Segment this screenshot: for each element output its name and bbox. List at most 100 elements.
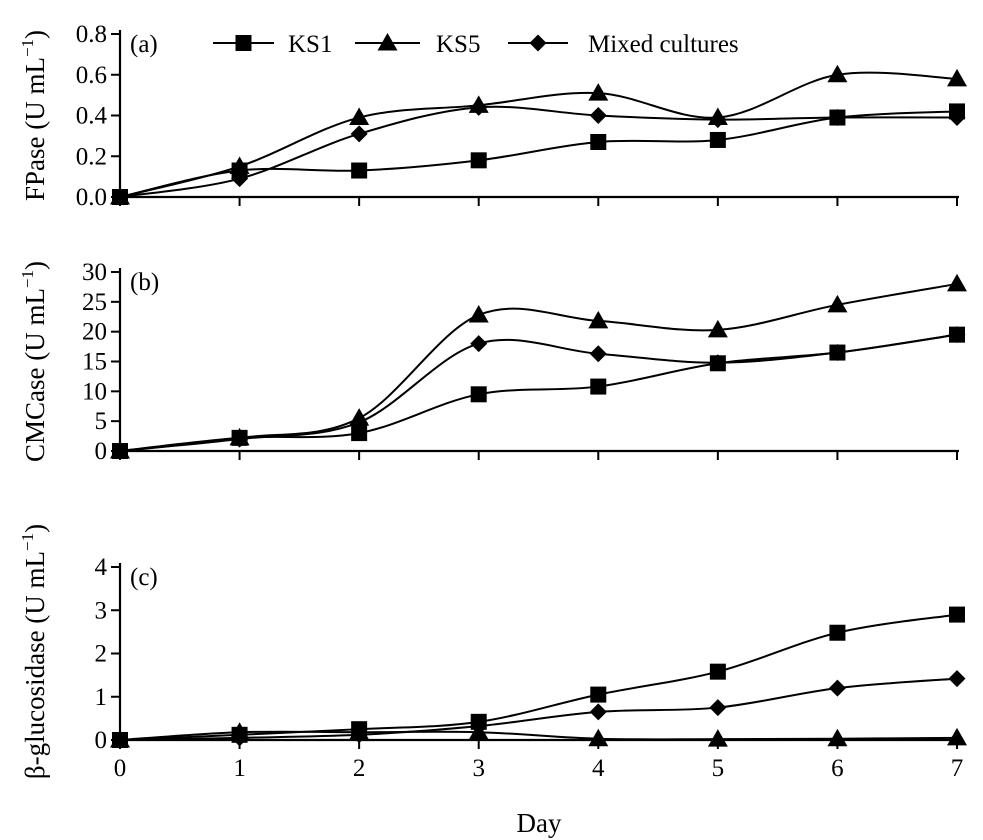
data-point-diamond [350, 413, 368, 431]
y-axis-label: β-glucosidase (U mL−1) [18, 524, 50, 779]
y-tick-label: 4 [95, 554, 108, 581]
y-tick-label: 20 [82, 319, 107, 346]
y-tick-label: 25 [82, 289, 107, 316]
x-axis-label: Day [517, 808, 562, 838]
y-tick-label: 1 [95, 684, 108, 711]
y-axis-label: CMCase (U mL−1) [18, 261, 50, 462]
data-point-triangle [588, 310, 609, 329]
y-tick-label: 0.0 [76, 184, 107, 211]
y-tick-label: 0.4 [76, 103, 108, 130]
data-point-diamond [470, 717, 488, 735]
data-point-triangle [707, 729, 728, 747]
data-point-diamond [709, 354, 727, 372]
data-point-square [351, 162, 368, 179]
legend-marker-square [235, 35, 252, 51]
data-point-diamond [350, 125, 368, 143]
data-point-triangle [827, 728, 848, 747]
data-point-diamond [589, 345, 607, 363]
panel-2: 0 1 2 3 4 5 6 7 0 1 2 3 4 β-glucosidase (U mL−1) (c) [18, 524, 967, 782]
y-tick-label: 0.8 [76, 21, 107, 48]
data-point-diamond [350, 726, 368, 744]
data-point-square [949, 606, 965, 623]
data-point-diamond [948, 109, 966, 127]
series-line [119, 333, 958, 452]
y-tick-label: 0 [95, 727, 108, 754]
data-point-square [590, 378, 607, 395]
panel-0: 0.0 0.2 0.4 0.6 0.8 FPase (U mL−1) (a) [18, 21, 967, 211]
data-point-square [590, 133, 607, 150]
data-point-diamond [589, 107, 607, 124]
series-diamond [111, 98, 966, 206]
y-tick-label: 3 [95, 597, 108, 624]
chart-legend: KS1 KS5 Mixed cultures [213, 31, 739, 58]
data-point-triangle [349, 107, 370, 126]
series-diamond [111, 326, 966, 460]
y-tick-label: 15 [82, 349, 107, 376]
data-point-triangle [947, 727, 967, 746]
series-line [119, 71, 958, 198]
x-tick-label: 5 [712, 755, 725, 782]
data-point-diamond [470, 335, 488, 353]
x-tick-label: 7 [951, 755, 964, 782]
panel-label: (c) [130, 564, 158, 591]
data-point-diamond [111, 442, 129, 460]
data-point-diamond [948, 326, 966, 344]
data-point-diamond [828, 679, 846, 697]
series-line [119, 282, 958, 452]
legend-marker-diamond [529, 34, 547, 52]
data-point-square [351, 425, 368, 442]
data-point-diamond [709, 699, 727, 717]
y-tick-label: 5 [95, 408, 108, 435]
data-point-diamond [470, 98, 488, 116]
data-point-diamond [111, 731, 129, 749]
series-line [119, 613, 958, 741]
data-point-diamond [231, 430, 249, 448]
x-tick-label: 2 [353, 755, 366, 782]
data-point-diamond [948, 670, 966, 688]
legend-marker-triangle [377, 33, 398, 51]
data-point-diamond [709, 111, 727, 129]
series-diamond [111, 670, 966, 749]
data-point-diamond [111, 188, 129, 206]
y-tick-label: 0.6 [76, 62, 107, 89]
data-point-diamond [828, 344, 846, 362]
data-point-square [470, 386, 487, 403]
y-tick-label: 2 [95, 641, 108, 668]
x-tick-label: 1 [233, 755, 246, 782]
legend-entry: KS1 [288, 31, 332, 58]
data-point-triangle [229, 156, 250, 174]
y-tick-label: 10 [82, 378, 107, 405]
y-tick-label: 0.2 [76, 143, 107, 170]
data-point-triangle [707, 319, 728, 338]
data-point-triangle [947, 273, 967, 292]
data-point-triangle [947, 68, 967, 87]
y-tick-label: 0 [95, 438, 108, 465]
data-point-square [829, 624, 846, 641]
data-point-triangle [588, 83, 609, 101]
data-point-square [709, 663, 726, 680]
data-point-diamond [231, 170, 249, 188]
legend-entry: Mixed cultures [588, 31, 739, 58]
data-point-diamond [231, 729, 249, 747]
data-point-square [470, 152, 487, 169]
x-tick-label: 3 [472, 755, 485, 782]
panel-label: (b) [130, 269, 159, 296]
x-tick-label: 4 [592, 755, 605, 782]
data-point-triangle [827, 294, 848, 313]
x-tick-label: 6 [831, 755, 844, 782]
data-point-square [590, 686, 607, 703]
series-line [119, 677, 958, 741]
data-point-square [709, 131, 726, 148]
series-triangle [110, 273, 967, 459]
series-line [119, 105, 958, 198]
y-axis-label: FPase (U mL−1) [18, 30, 50, 201]
series-line [119, 730, 958, 741]
data-point-diamond [589, 703, 607, 721]
data-point-triangle [827, 64, 848, 83]
panel-label: (a) [130, 31, 158, 58]
legend-entry: KS5 [436, 31, 480, 58]
data-point-triangle [468, 304, 489, 323]
